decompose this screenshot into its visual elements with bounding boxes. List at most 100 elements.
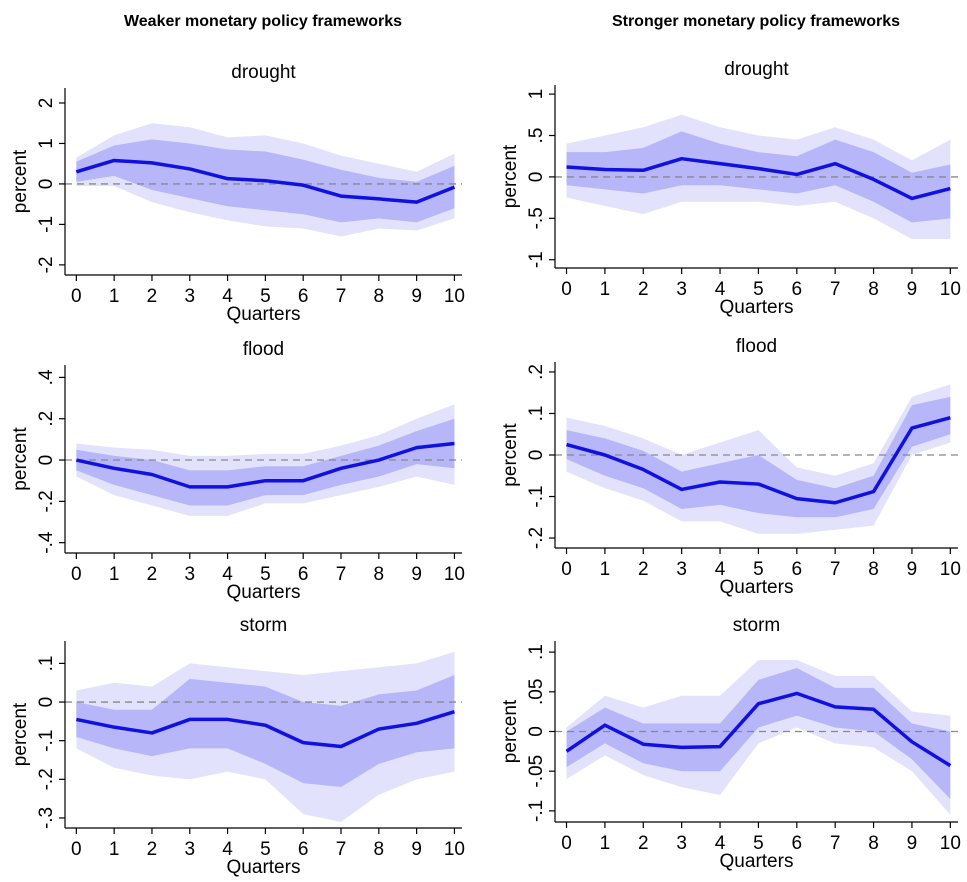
x-tick-label: 8 <box>374 286 385 307</box>
column-title: Stronger monetary policy frameworks <box>612 13 900 30</box>
x-axis-label: Quarters <box>720 851 794 872</box>
y-tick-label: .05 <box>526 679 547 705</box>
x-tick-label: 0 <box>561 279 572 300</box>
x-tick-label: 0 <box>71 564 82 585</box>
x-tick-label: 5 <box>753 559 764 580</box>
line <box>566 156 951 201</box>
x-tick-label: 7 <box>830 279 841 300</box>
y-tick-label: .1 <box>36 655 57 671</box>
y-axis-label: percent <box>10 149 31 213</box>
x-tick-label: 7 <box>336 839 347 860</box>
x-tick-label: 10 <box>940 833 961 854</box>
x-tick-label: 8 <box>868 559 879 580</box>
x-tick-label: 7 <box>336 564 347 585</box>
y-tick-label: .1 <box>526 406 547 422</box>
line <box>75 158 456 204</box>
x-tick-label: 3 <box>184 839 195 860</box>
x-tick-label: 5 <box>260 564 271 585</box>
x-tick-label: 6 <box>792 559 803 580</box>
x-tick-label: 7 <box>830 833 841 854</box>
x-tick-label: 2 <box>638 279 649 300</box>
y-tick-label: 0 <box>526 172 547 183</box>
confidence-band <box>76 675 455 788</box>
confidence-band <box>76 418 455 506</box>
x-tick-label: 5 <box>753 279 764 300</box>
y-tick-label: -.1 <box>36 730 57 752</box>
x-tick-label: 2 <box>147 839 158 860</box>
panel-title: storm <box>733 615 781 636</box>
y-tick-label: .4 <box>36 369 57 385</box>
x-tick-label: 2 <box>638 559 649 580</box>
x-tick-label: 9 <box>907 559 918 580</box>
y-axis-label: percent <box>10 702 31 766</box>
y-tick-label: 0 <box>36 455 57 466</box>
x-tick-label: 9 <box>411 839 422 860</box>
y-tick-label: -.05 <box>526 755 547 788</box>
y-tick-label: -.1 <box>526 485 547 507</box>
x-tick-label: 9 <box>411 564 422 585</box>
x-tick-label: 4 <box>222 839 233 860</box>
x-tick-label: 0 <box>561 559 572 580</box>
x-tick-label: 6 <box>792 279 803 300</box>
y-axis-label: percent <box>500 699 521 763</box>
x-tick-label: 1 <box>109 286 120 307</box>
x-tick-label: 10 <box>444 839 465 860</box>
x-tick-label: 9 <box>411 286 422 307</box>
x-tick-label: 10 <box>444 564 465 585</box>
x-tick-label: 3 <box>184 564 195 585</box>
x-tick-label: 4 <box>715 559 726 580</box>
x-tick-label: 8 <box>868 279 879 300</box>
y-tick-label: -.2 <box>526 527 547 549</box>
y-tick-label: -.2 <box>36 490 57 512</box>
y-axis-label: percent <box>500 144 521 208</box>
panel-title: drought <box>231 62 296 83</box>
y-tick-label: 0 <box>526 450 547 461</box>
confidence-band <box>566 131 951 223</box>
x-tick-label: 0 <box>71 286 82 307</box>
x-tick-label: 4 <box>715 833 726 854</box>
x-tick-label: 5 <box>260 839 271 860</box>
x-tick-label: 5 <box>260 286 271 307</box>
y-tick-label: .2 <box>36 411 57 427</box>
x-tick-label: 2 <box>147 564 158 585</box>
x-tick-label: 8 <box>374 564 385 585</box>
line <box>75 441 455 489</box>
x-tick-label: 1 <box>600 833 611 854</box>
y-tick-label: 0 <box>526 726 547 737</box>
x-tick-label: 0 <box>71 839 82 860</box>
confidence-band <box>566 667 951 799</box>
x-tick-label: 4 <box>222 286 233 307</box>
x-tick-label: 1 <box>600 279 611 300</box>
y-tick-label: 1 <box>36 138 57 149</box>
x-tick-label: 2 <box>638 833 649 854</box>
panel-title: flood <box>736 336 777 357</box>
confidence-band <box>566 396 951 518</box>
line <box>566 415 951 505</box>
x-tick-label: 3 <box>676 559 687 580</box>
y-tick-label: .2 <box>526 364 547 380</box>
panel-title: storm <box>240 615 288 636</box>
y-tick-label: 0 <box>36 697 57 708</box>
x-tick-label: 3 <box>676 279 687 300</box>
x-tick-label: 7 <box>336 286 347 307</box>
x-tick-label: 1 <box>109 839 120 860</box>
x-tick-label: 7 <box>830 559 841 580</box>
x-tick-label: 10 <box>940 559 961 580</box>
panel-title: flood <box>243 339 284 360</box>
x-tick-label: 6 <box>298 564 309 585</box>
y-tick-label: 0 <box>36 179 57 190</box>
y-tick-label: -.5 <box>526 207 547 229</box>
x-tick-label: 0 <box>561 833 572 854</box>
y-axis-label: percent <box>500 423 521 487</box>
x-tick-label: 5 <box>753 833 764 854</box>
y-tick-label: -1 <box>526 251 547 268</box>
x-tick-label: 8 <box>374 839 385 860</box>
panel-title: drought <box>724 59 789 80</box>
x-tick-label: 2 <box>147 286 158 307</box>
y-tick-label: -2 <box>36 256 57 273</box>
x-tick-label: 9 <box>907 833 918 854</box>
x-tick-label: 6 <box>298 839 309 860</box>
x-axis-label: Quarters <box>720 297 794 318</box>
x-axis-label: Quarters <box>227 857 301 878</box>
